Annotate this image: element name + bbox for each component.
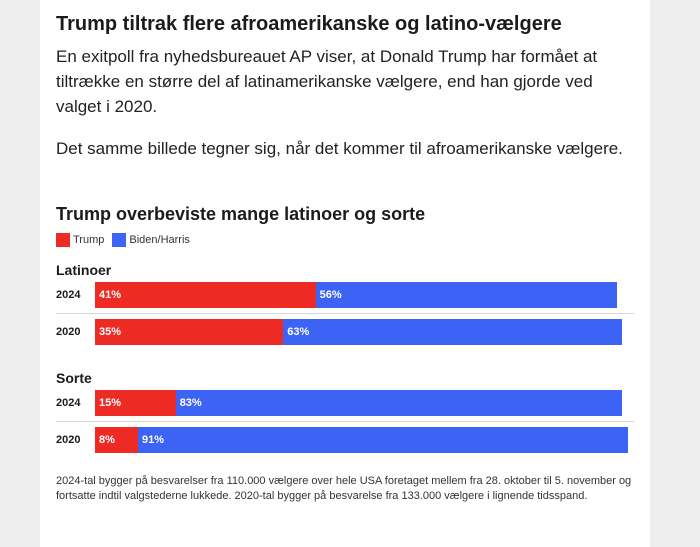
- bar-biden-harris: 63%: [283, 319, 623, 345]
- group-label-1: Sorte: [56, 370, 92, 386]
- data-label-trump: 8%: [99, 434, 115, 446]
- legend-swatch-trump: [56, 233, 70, 247]
- data-label-biden-harris: 56%: [319, 289, 342, 301]
- group-label-0: Latinoer: [56, 262, 112, 278]
- bar-biden-harris: 56%: [315, 282, 617, 308]
- bar-biden-harris: 91%: [138, 427, 628, 453]
- legend-label-biden-harris: Biden/Harris: [129, 234, 190, 246]
- data-label-biden-harris: 91%: [142, 434, 165, 446]
- headline: Trump tiltrak flere afroamerikanske og l…: [56, 13, 562, 35]
- data-label-trump: 41%: [99, 289, 122, 301]
- bar-trump: 35%: [95, 319, 284, 345]
- intro-paragraph-2: Det samme billede tegner sig, når det ko…: [56, 139, 623, 158]
- intro-paragraph: En exitpoll fra nyhedsbureauet AP viser,…: [56, 47, 598, 116]
- data-label-trump: 15%: [99, 397, 122, 409]
- legend-swatch-biden-harris: [112, 233, 127, 247]
- bar-trump: 15%: [95, 390, 176, 416]
- bar-biden-harris: 83%: [175, 390, 623, 416]
- year-label: 2020: [56, 434, 81, 446]
- legend-item-trump: Trump: [56, 233, 104, 247]
- data-label-trump: 35%: [99, 326, 122, 338]
- bar-trump: 8%: [95, 427, 139, 453]
- chart-footnote: 2024-tal bygger på besvarelser fra 110.0…: [56, 475, 632, 502]
- article-card: Trump tiltrak flere afroamerikanske og l…: [40, 0, 650, 547]
- chart-title: Trump overbeviste mange latinoer og sort…: [56, 204, 426, 224]
- year-label: 2020: [56, 326, 81, 338]
- data-label-biden-harris: 83%: [179, 397, 202, 409]
- row-divider: [56, 313, 634, 314]
- year-label: 2024: [56, 289, 81, 301]
- bar-trump: 41%: [95, 282, 316, 308]
- data-label-biden-harris: 63%: [287, 326, 310, 338]
- year-label: 2024: [56, 397, 81, 409]
- legend-label-trump: Trump: [73, 234, 105, 246]
- legend-item-biden-harris: Biden/Harris: [112, 233, 190, 247]
- row-divider: [56, 421, 634, 422]
- chart-legend: Trump Biden/Harris: [56, 233, 198, 247]
